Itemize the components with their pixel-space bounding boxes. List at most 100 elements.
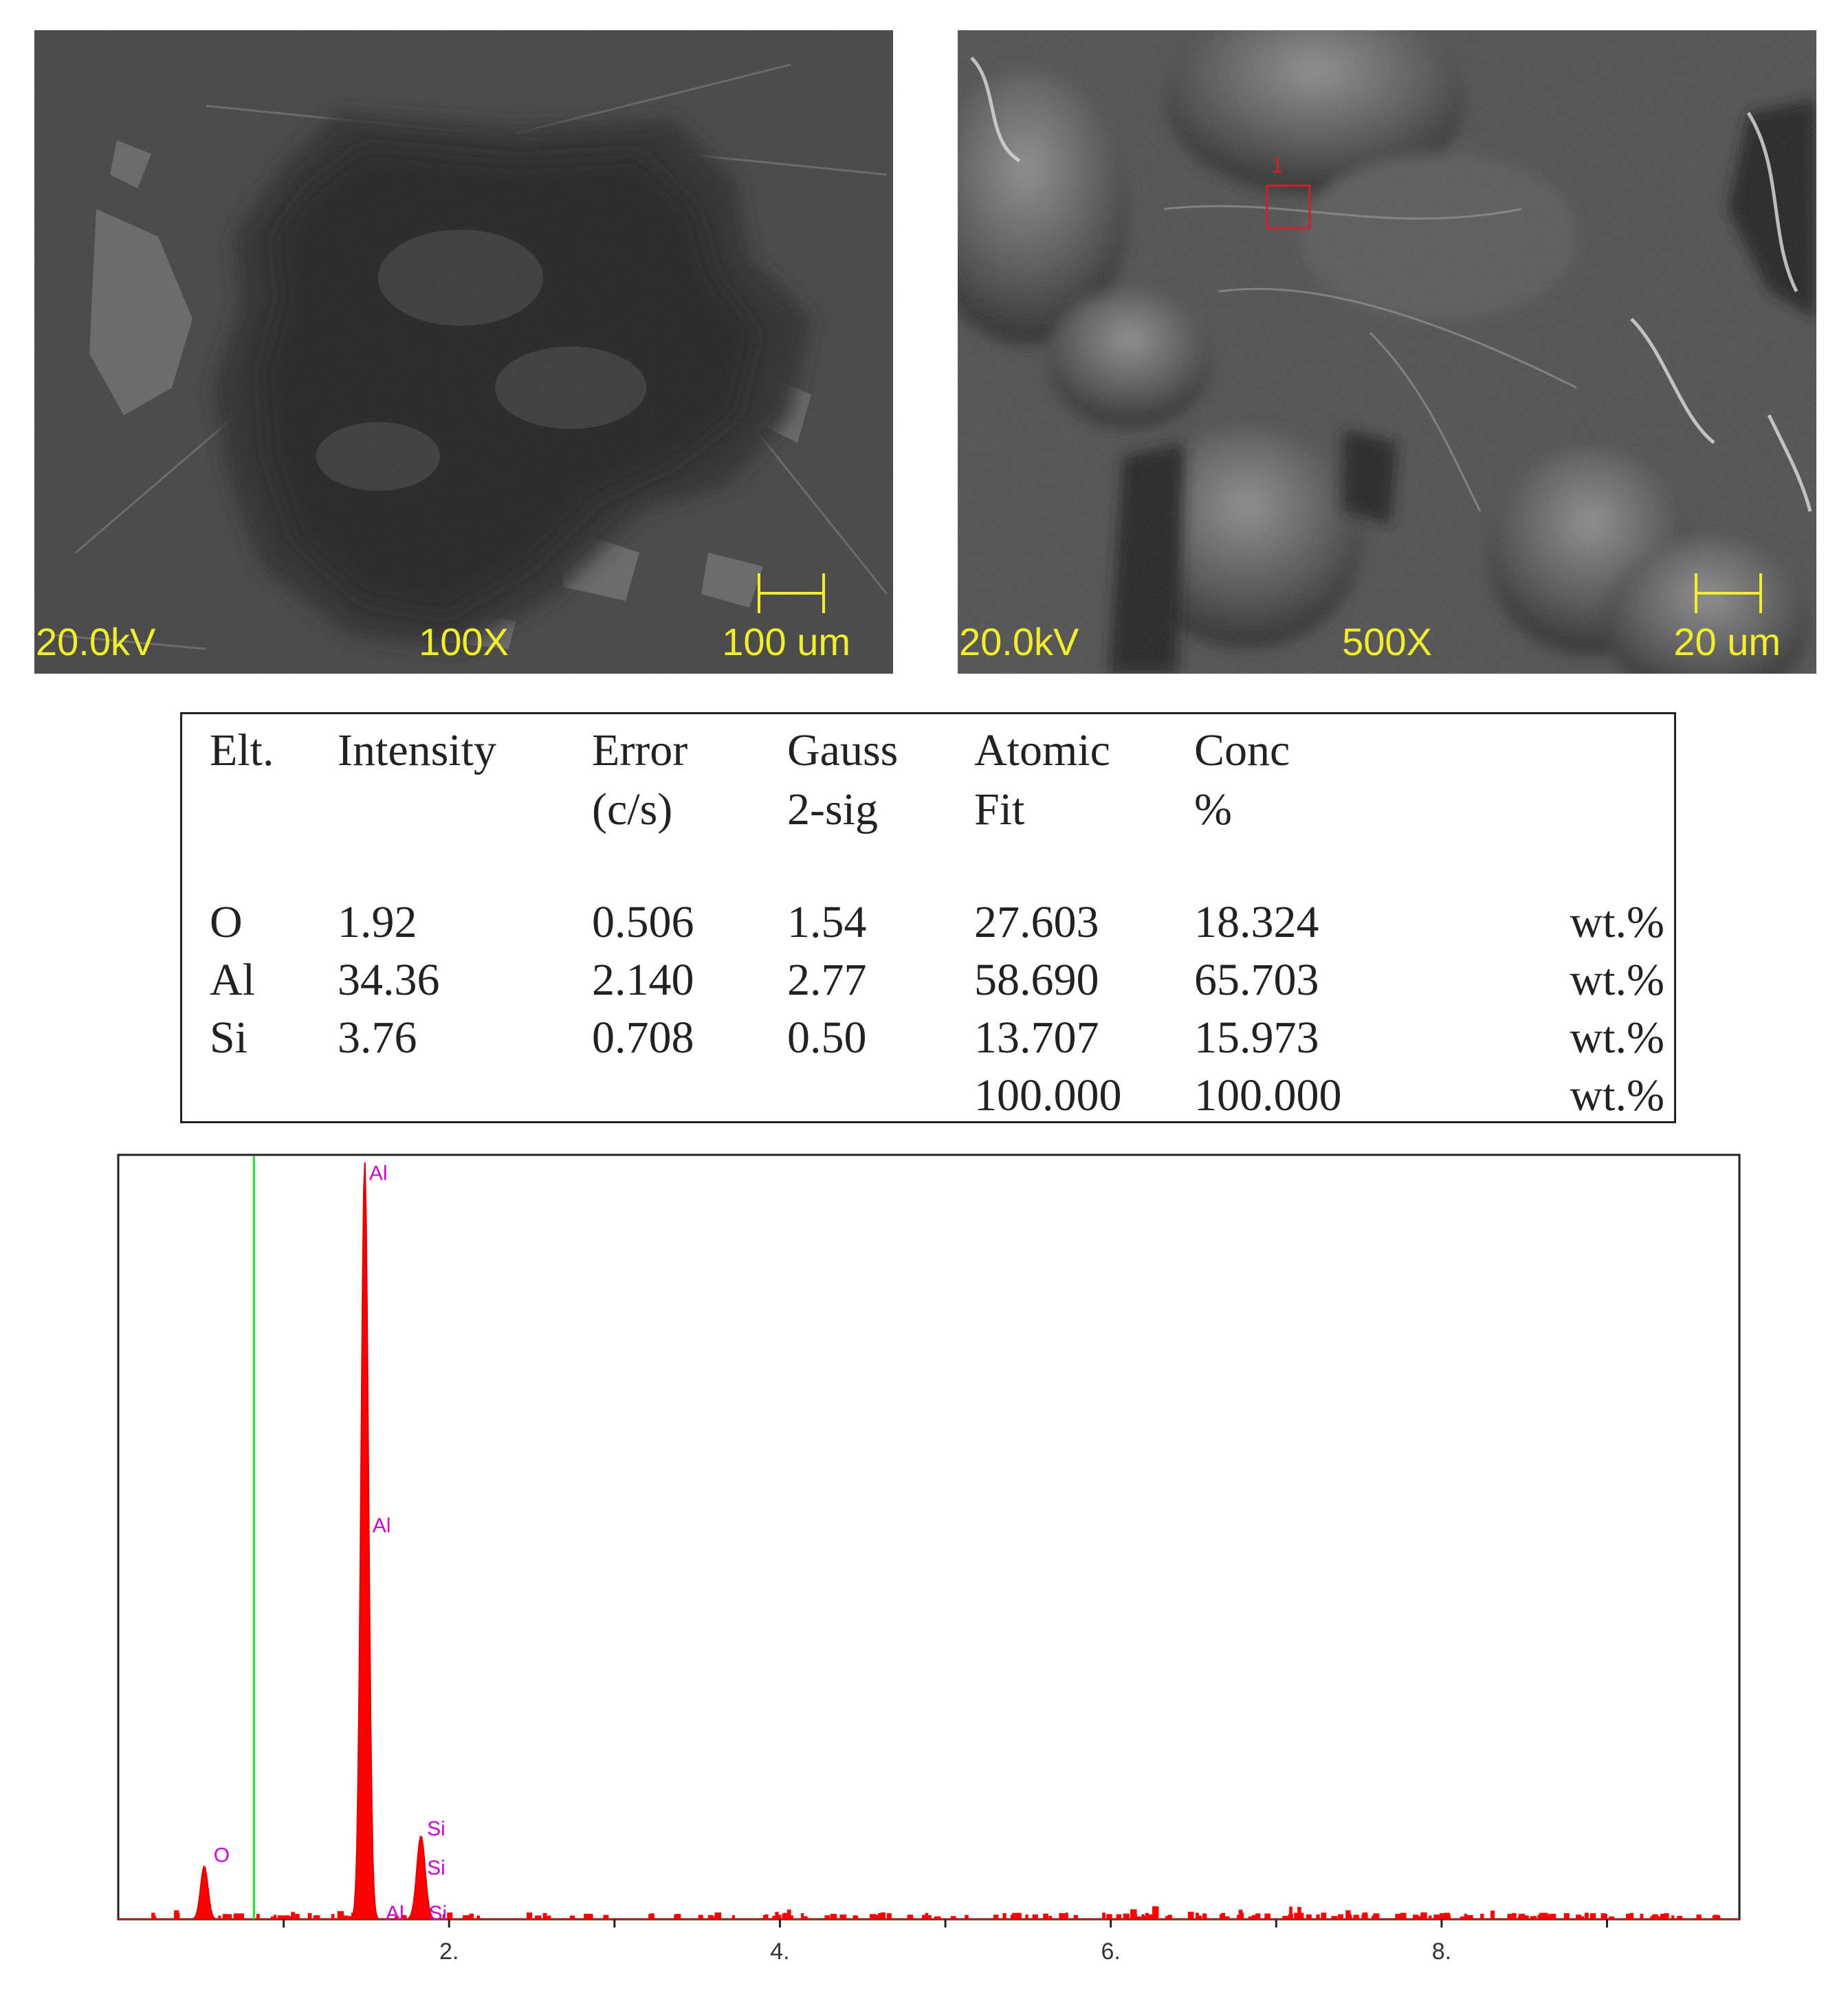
header-conc: Conc: [1194, 725, 1290, 775]
background-count-bar: [1106, 1914, 1112, 1919]
background-count-bar: [775, 1914, 782, 1919]
row-element: Al: [210, 955, 255, 1005]
background-count-bar: [965, 1914, 969, 1919]
background-count-bar: [1602, 1913, 1607, 1919]
header-conc-unit: %: [1194, 784, 1232, 835]
background-count-bar: [824, 1915, 830, 1919]
background-count-bar: [650, 1913, 654, 1919]
sem-texture: [34, 30, 893, 674]
background-count-bar: [1539, 1912, 1546, 1919]
background-count-bar: [1524, 1915, 1529, 1919]
background-count-bar: [1123, 1913, 1130, 1919]
spectrum-peak-labels: O Al Al Si Si Al Si: [214, 1162, 447, 1925]
background-count-bar: [218, 1915, 221, 1919]
background-count-bar: [280, 1915, 285, 1919]
x-tick-label: 8.: [1432, 1939, 1451, 1965]
row-intensity: 34.36: [338, 955, 440, 1005]
background-count-bar: [462, 1915, 468, 1919]
background-count-bar: [1143, 1916, 1151, 1919]
sem-scale-label: 20 um: [1673, 620, 1781, 663]
background-count-bar: [1440, 1913, 1446, 1919]
eds-region-label: 1: [1271, 153, 1284, 177]
spectrum-area: [118, 1162, 1739, 1920]
background-count-bar: [153, 1916, 157, 1919]
background-count-bar: [1222, 1916, 1230, 1919]
header-error-unit: (c/s): [592, 784, 673, 835]
background-count-bar: [1073, 1914, 1078, 1919]
background-count-bar: [934, 1916, 941, 1919]
background-count-bar: [1289, 1906, 1292, 1919]
background-count-bar: [993, 1914, 999, 1919]
background-count-bar: [1530, 1916, 1537, 1919]
background-count-bar: [1195, 1912, 1199, 1919]
background-count-bar: [764, 1914, 769, 1919]
background-count-bar: [545, 1915, 551, 1919]
background-count-bar: [880, 1912, 886, 1919]
background-count-bar: [1148, 1914, 1154, 1919]
spectrum-x-axis: 2. 4. 6. 8.: [283, 1919, 1609, 1965]
background-count-bar: [782, 1913, 787, 1919]
background-count-bar: [226, 1914, 232, 1919]
background-count-bar: [1433, 1914, 1440, 1919]
background-count-bar: [1579, 1916, 1584, 1919]
background-count-bar: [1640, 1913, 1644, 1919]
background-count-bar: [337, 1911, 344, 1919]
row-gauss: 0.50: [787, 1013, 867, 1063]
background-count-bar: [1025, 1914, 1028, 1919]
background-count-bar: [1294, 1912, 1298, 1919]
background-count-bar: [287, 1916, 293, 1919]
row-error: 0.506: [592, 897, 694, 947]
background-count-bar: [447, 1912, 453, 1919]
spectrum-frame: [117, 1153, 1741, 1921]
header-intensity: Intensity: [338, 725, 496, 775]
total-unit: wt.%: [1570, 1070, 1664, 1120]
row-intensity: 3.76: [338, 1013, 417, 1063]
background-count-bar: [1460, 1916, 1466, 1919]
background-count-bar: [476, 1915, 481, 1919]
background-count-bar: [762, 1914, 767, 1919]
background-count-bar: [584, 1913, 587, 1919]
sem-magnification-label: 100X: [419, 620, 509, 663]
total-atomic: 100.000: [974, 1070, 1122, 1120]
background-count-bar: [870, 1914, 877, 1919]
row-gauss: 2.77: [787, 955, 867, 1005]
background-count-bar: [1345, 1910, 1351, 1919]
background-count-bar: [151, 1912, 155, 1919]
background-count-bar: [1575, 1914, 1579, 1919]
peak-label: Al: [373, 1514, 391, 1537]
background-count-bar: [714, 1912, 722, 1919]
scale-bar-icon: [758, 573, 825, 613]
background-count-bar: [1660, 1914, 1666, 1919]
row-error: 2.140: [592, 955, 694, 1005]
background-count-bar: [1202, 1913, 1207, 1919]
background-count-bar: [1264, 1913, 1271, 1919]
background-count-bar: [1543, 1914, 1548, 1919]
row-element: O: [210, 897, 243, 947]
x-tick-label: 2.: [439, 1939, 459, 1965]
sem-micrograph-500x: 1 20.0kV 500X 20 um: [958, 30, 1816, 674]
background-count-bar: [1537, 1914, 1543, 1919]
background-count-bar: [1152, 1906, 1159, 1919]
background-count-bar: [1116, 1914, 1122, 1919]
sem-voltage-label: 20.0kV: [36, 620, 156, 663]
background-count-bar: [1651, 1916, 1656, 1919]
background-count-bar: [1248, 1916, 1253, 1919]
background-count-bar: [1065, 1912, 1068, 1919]
background-count-bar: [526, 1912, 533, 1919]
background-count-bar: [1332, 1916, 1338, 1919]
background-count-bar: [402, 1914, 407, 1919]
row-unit: wt.%: [1570, 955, 1664, 1005]
background-count-bar: [468, 1916, 474, 1919]
background-count-bar: [1033, 1914, 1038, 1919]
header-gauss-sub: 2-sig: [787, 784, 878, 835]
background-count-bar: [1187, 1912, 1194, 1919]
background-count-bar: [1316, 1914, 1320, 1919]
background-count-bar: [291, 1912, 296, 1919]
background-count-bar: [395, 1916, 399, 1919]
background-count-bar: [1429, 1915, 1432, 1919]
background-count-bar: [1167, 1914, 1172, 1919]
background-count-bar: [1130, 1909, 1137, 1919]
background-count-bar: [1219, 1914, 1223, 1919]
background-count-bar: [907, 1914, 914, 1919]
